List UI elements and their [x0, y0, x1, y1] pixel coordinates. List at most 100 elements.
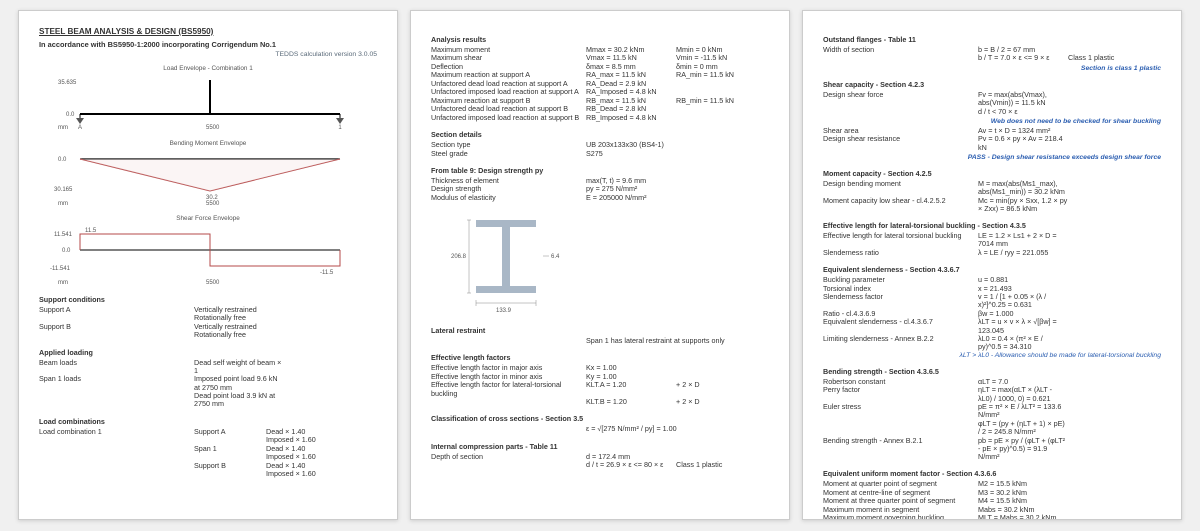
row-value: Imposed × 1.60	[266, 470, 316, 478]
row-value: Pv = 0.6 × py × Av = 218.4 kN	[978, 135, 1068, 152]
heading-shear-capacity: Shear capacity - Section 4.2.3	[823, 80, 1161, 89]
row-label: Beam loads	[39, 359, 194, 376]
beam-section-diagram: 206.8 6.4 133.9	[431, 208, 769, 318]
row-label: Unfactored imposed load reaction at supp…	[431, 114, 586, 122]
row-label: Design bending moment	[823, 180, 978, 197]
row-value: b / T = 7.0 × ε <= 9 × ε	[978, 54, 1068, 62]
heading-table9: From table 9: Design strength py	[431, 166, 769, 175]
row-label: Load combination 1	[39, 428, 194, 436]
row-value: Rotationally free	[194, 331, 284, 339]
epsilon-value: ε = √[275 N/mm² / py] = 1.00	[586, 425, 677, 433]
diagram-shear-force: Shear Force Envelope 11.541 0.0 -11.541 …	[39, 214, 377, 287]
diagram-title: Load Envelope - Combination 1	[40, 65, 376, 72]
row-label: Modulus of elasticity	[431, 194, 586, 202]
row-label: Support B	[39, 323, 194, 331]
row-label: Design shear force	[823, 91, 978, 108]
svg-text:0.0: 0.0	[66, 112, 75, 118]
row-value: RB_min = 11.5 kN	[676, 97, 769, 105]
row-label	[431, 461, 586, 469]
row-value: MLT = Mabs = 30.2 kNm	[978, 514, 1068, 520]
heading-outstand-flanges: Outstand flanges - Table 11	[823, 35, 1161, 44]
svg-text:A: A	[78, 125, 82, 131]
row-value: + 2 × D	[676, 398, 769, 406]
svg-text:206.8: 206.8	[451, 254, 467, 260]
row-value: + 2 × D	[676, 381, 769, 398]
diagram-title: Bending Moment Envelope	[40, 140, 376, 147]
row-sub: Support A	[194, 428, 266, 436]
svg-text:6.4: 6.4	[551, 254, 560, 260]
svg-text:1: 1	[338, 125, 342, 131]
row-value: λLT = u × v × λ × √[βw] = 123.045	[978, 318, 1068, 335]
svg-text:133.9: 133.9	[496, 308, 512, 314]
svg-text:11.5: 11.5	[85, 228, 97, 234]
note-web-check: Web does not need to be checked for shea…	[823, 118, 1161, 125]
row-value: KLT.A = 1.20	[586, 381, 676, 398]
heading-internal-compression: Internal compression parts - Table 11	[431, 442, 769, 451]
svg-text:mm: mm	[58, 280, 68, 286]
row-value: d / t = 26.9 × ε <= 80 × ε	[586, 461, 676, 469]
row-value: LE = 1.2 × Ls1 + 2 × D = 7014 mm	[978, 232, 1068, 249]
row-value: Imposed point load 9.6 kN at 2750 mm	[194, 375, 284, 392]
row-label	[823, 108, 978, 116]
row-sub: Support B	[194, 462, 266, 470]
row-label: Slenderness ratio	[823, 249, 978, 257]
row-value	[676, 80, 769, 88]
lateral-restraint-text: Span 1 has lateral restraint at supports…	[586, 337, 725, 345]
note-ltb-allowance: λLT > λL0 - Allowance should be made for…	[823, 352, 1161, 359]
row-sub	[194, 470, 266, 478]
row-value: λL0 = 0.4 × (π² × E / py)^0.5 = 34.310	[978, 335, 1068, 352]
row-value: M = max(abs(Ms1_max), abs(Ms1_min)) = 30…	[978, 180, 1068, 197]
row-label	[39, 453, 194, 461]
row-label: Support A	[39, 306, 194, 314]
row-label: Design shear resistance	[823, 135, 978, 152]
row-value: E = 205000 N/mm²	[586, 194, 676, 202]
row-label	[39, 470, 194, 478]
y-max-label: 35.635	[58, 80, 77, 86]
row-value: S275	[586, 150, 676, 158]
row-label: Steel grade	[431, 150, 586, 158]
row-value: RA_min = 11.5 kN	[676, 71, 769, 79]
heading-lateral-restraint: Lateral restraint	[431, 326, 769, 335]
heading-emf: Equivalent uniform moment factor - Secti…	[823, 469, 1161, 478]
svg-text:-11.541: -11.541	[50, 266, 71, 272]
row-value: Dead point load 3.9 kN at 2750 mm	[194, 392, 284, 409]
row-label: Maximum moment governing buckling resist…	[823, 514, 978, 520]
row-value	[676, 114, 769, 122]
row-value: Mc = min(py × Sxx, 1.2 × py × Zxx) = 86.…	[978, 197, 1068, 214]
svg-text:0.0: 0.0	[58, 157, 67, 163]
row-label	[823, 420, 978, 437]
diagram-title: Shear Force Envelope	[40, 215, 376, 222]
heading-bending-strength: Bending strength - Section 4.3.6.5	[823, 367, 1161, 376]
row-label: Span 1 loads	[39, 375, 194, 392]
heading-moment-capacity: Moment capacity - Section 4.2.5	[823, 169, 1161, 178]
heading-applied-loading: Applied loading	[39, 348, 377, 357]
row-label: Equivalent slenderness - cl.4.3.6.7	[823, 318, 978, 335]
row-label: Effective length for lateral torsional b…	[823, 232, 978, 249]
row-value: pE = π² × E / λLT² = 133.6 N/mm²	[978, 403, 1068, 420]
row-value: d / t < 70 × ε	[978, 108, 1068, 116]
row-label	[823, 54, 978, 62]
page-2: Analysis results Maximum momentMmax = 30…	[410, 10, 790, 520]
row-label	[39, 462, 194, 470]
row-label: Perry factor	[823, 386, 978, 403]
row-label	[431, 398, 586, 406]
row-label: Moment capacity low shear - cl.4.2.5.2	[823, 197, 978, 214]
row-value: RB_Imposed = 4.8 kN	[586, 114, 676, 122]
row-value: Fv = max(abs(Vmax), abs(Vmin)) = 11.5 kN	[978, 91, 1068, 108]
row-value: Class 1 plastic	[676, 461, 769, 469]
heading-classification: Classification of cross sections - Secti…	[431, 414, 769, 423]
doc-title: STEEL BEAM ANALYSIS & DESIGN (BS5950)	[39, 27, 377, 36]
svg-text:mm: mm	[58, 125, 68, 131]
row-label: Euler stress	[823, 403, 978, 420]
row-value	[676, 364, 769, 372]
row-value: Class 1 plastic	[1068, 54, 1161, 62]
svg-text:30.165: 30.165	[54, 187, 73, 193]
svg-text:5500: 5500	[206, 201, 220, 207]
row-label	[39, 445, 194, 453]
heading-effective-length: Effective length for lateral-torsional b…	[823, 221, 1161, 230]
row-value: pb = pE × py / (φLT + (φLT² - pE × py)^0…	[978, 437, 1068, 462]
row-label	[39, 436, 194, 444]
row-label: Width of section	[823, 46, 978, 54]
svg-text:11.541: 11.541	[54, 232, 73, 238]
row-value: KLT.B = 1.20	[586, 398, 676, 406]
